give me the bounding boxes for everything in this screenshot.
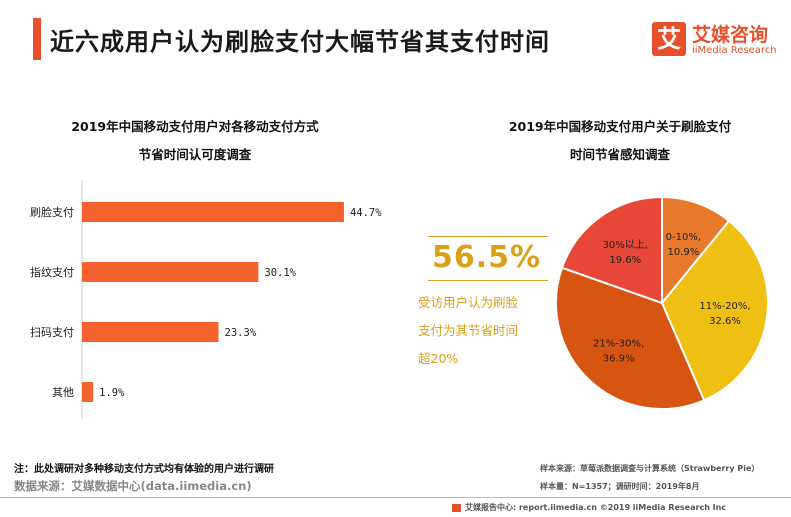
logo-chinese-name: 艾媒咨询 [692, 24, 769, 46]
pie-slice-label: 30%以上, [603, 239, 648, 251]
iimedia-logo: 艾 艾媒咨询 iiMedia Research [652, 22, 782, 62]
callout-text-line-1: 受访用户认为刷脸 [418, 295, 519, 310]
pie-slice [555, 266, 706, 410]
bar-value-label: 44.7% [350, 207, 382, 219]
bar [82, 262, 259, 282]
pie-slice-value: 32.6% [709, 316, 741, 327]
bar-chart-title-line-1: 2019年中国移动支付用户对各移动支付方式 [71, 119, 319, 134]
bar-value-label: 30.1% [264, 267, 296, 279]
logo-english-name: iiMedia Research [692, 45, 777, 56]
bar-category-label: 刷脸支付 [30, 205, 74, 219]
title-accent-bar [33, 18, 41, 60]
callout-rule-bottom [428, 280, 548, 281]
bar [82, 202, 344, 222]
footnote: 注：此处调研对多种移动支付方式均有体验的用户进行调研 [14, 464, 274, 475]
data-source: 数据来源：艾媒数据中心(data.iimedia.cn) [14, 479, 252, 493]
callout-text-line-3: 超20% [418, 351, 459, 366]
bar-category-label: 其他 [52, 386, 74, 399]
pie-slice-label: 21%-30%, [593, 338, 644, 349]
footer-divider [0, 497, 791, 498]
sample-source: 样本来源：草莓派数据调查与计算系统（Strawberry Pie） [540, 464, 760, 473]
sample-size: 样本量：N=1357；调研时间：2019年8月 [540, 482, 700, 491]
footer-credit: 艾媒报告中心: report.iimedia.cn ©2019 iiMedia … [465, 503, 727, 512]
pie-chart-title-line-1: 2019年中国移动支付用户关于刷脸支付 [508, 119, 732, 134]
bar-category-label: 扫码支付 [30, 326, 74, 339]
pie-slice-label: 0-10%, [666, 232, 701, 243]
bar-value-label: 23.3% [225, 327, 257, 339]
pie-slice-value: 36.9% [603, 353, 635, 364]
pie-slice-value: 19.6% [609, 255, 641, 266]
bar-value-label: 1.9% [99, 387, 125, 399]
logo-mark-icon: 艾 [652, 22, 686, 56]
pie-slice-label: 11%-20%, [699, 301, 750, 312]
bar [82, 382, 94, 402]
pie-slice-value: 10.9% [667, 247, 699, 258]
callout-text-line-2: 支付为其节省时间 [418, 323, 519, 338]
pie-chart-title-line-2: 时间节省感知调查 [569, 147, 670, 162]
bar-chart: 刷脸支付 44.7% 指纹支付 30.1% 扫码支付 23.3% 其他 1.9% [30, 180, 382, 418]
pie-slice [560, 195, 663, 305]
callout-rule-top [428, 236, 548, 237]
pie-slice [661, 195, 731, 306]
bar-category-label: 指纹支付 [30, 265, 74, 279]
report-center-icon [452, 504, 461, 512]
callout-value: 56.5% [432, 240, 542, 275]
bar-chart-title-line-2: 节省时间认可度调查 [138, 147, 252, 162]
page-title: 近六成用户认为刷脸支付大幅节省其支付时间 [50, 28, 550, 56]
pie-slice [660, 219, 769, 402]
bar [82, 322, 219, 342]
